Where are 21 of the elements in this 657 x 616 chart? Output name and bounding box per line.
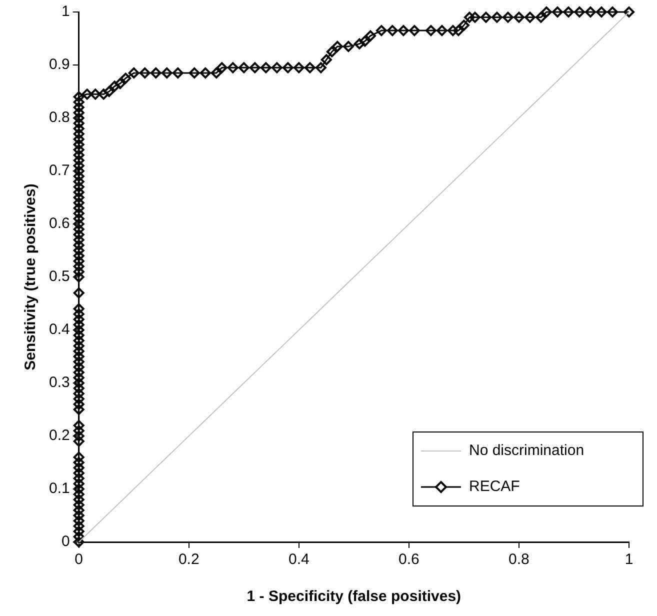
y-tick-label: 0.1	[48, 480, 70, 498]
y-tick-label: 0.8	[48, 109, 70, 126]
x-tick-label: 0.6	[398, 551, 420, 568]
y-tick-label: 1	[62, 3, 70, 20]
legend-label: RECAF	[469, 478, 520, 496]
y-tick-label: 0.3	[48, 374, 70, 392]
y-axis-title: Sensitivity (true positives)	[22, 184, 40, 370]
y-tick-label: 0.4	[48, 321, 70, 338]
x-tick-label: 0.8	[508, 551, 530, 568]
x-tick-label: 0	[74, 551, 84, 568]
y-tick-label: 0.9	[48, 56, 70, 74]
y-tick-label: 0.2	[48, 427, 70, 444]
y-tick-label: 0.7	[48, 162, 70, 180]
x-tick-label: 0.4	[288, 551, 310, 568]
legend-label: No discrimination	[469, 442, 584, 460]
x-axis-title: 1 - Specificity (false positives)	[246, 588, 462, 606]
y-tick-label: 0.5	[48, 268, 70, 286]
y-tick-label: 0.6	[48, 215, 70, 232]
x-tick-label: 0.2	[178, 551, 200, 568]
y-tick-label: 0	[62, 533, 70, 550]
x-tick-label: 1	[624, 551, 634, 568]
